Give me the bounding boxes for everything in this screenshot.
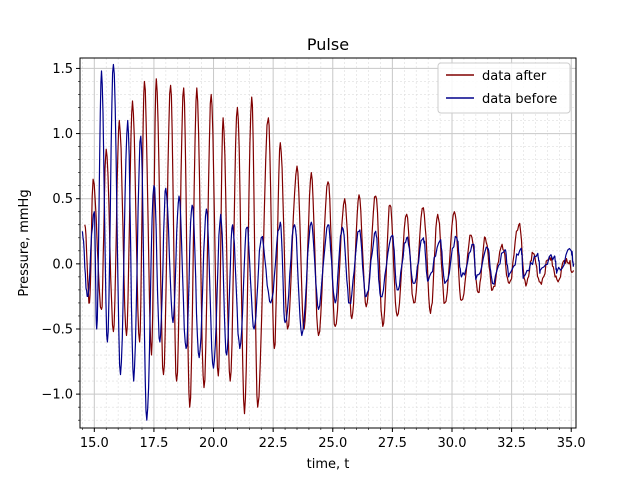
x-tick-label: 32.5 bbox=[497, 436, 526, 451]
y-axis-ticks: −1.0 −0.5 0.0 0.5 1.0 1.5 bbox=[41, 62, 80, 421]
y-tick-label: −0.5 bbox=[41, 322, 73, 337]
x-tick-label: 27.5 bbox=[378, 436, 407, 451]
series-layer bbox=[81, 63, 575, 421]
y-tick-label: −1.0 bbox=[41, 388, 73, 403]
x-tick-label: 20.0 bbox=[199, 436, 228, 451]
x-tick-label: 17.5 bbox=[139, 436, 168, 451]
y-tick-label: 0.0 bbox=[52, 257, 73, 272]
plot-area: 15.0 17.5 20.0 22.5 25.0 27.5 30.0 32.5 35.0 −1.… bbox=[41, 57, 586, 451]
y-tick-label: 0.5 bbox=[52, 192, 73, 207]
x-tick-label: 25.0 bbox=[318, 436, 347, 451]
y-tick-label: 1.5 bbox=[52, 62, 73, 77]
chart-title: Pulse bbox=[307, 35, 349, 54]
minor-grid bbox=[80, 58, 576, 428]
legend-label-data-before: data before bbox=[482, 92, 557, 107]
x-tick-label: 15.0 bbox=[80, 436, 109, 451]
x-tick-label: 22.5 bbox=[259, 436, 288, 451]
x-axis-label: time, t bbox=[307, 457, 350, 472]
x-tick-label: 35.0 bbox=[557, 436, 586, 451]
y-axis-label: Pressure, mmHg bbox=[17, 189, 32, 296]
legend: data after data before bbox=[437, 62, 571, 114]
y-tick-label: 1.0 bbox=[52, 127, 73, 142]
x-axis-ticks: 15.0 17.5 20.0 22.5 25.0 27.5 30.0 32.5 35.0 bbox=[80, 428, 586, 451]
series-line-data-before bbox=[81, 63, 575, 421]
plot-frame bbox=[79, 57, 577, 429]
x-tick-label: 30.0 bbox=[438, 436, 467, 451]
legend-label-data-after: data after bbox=[482, 69, 547, 84]
